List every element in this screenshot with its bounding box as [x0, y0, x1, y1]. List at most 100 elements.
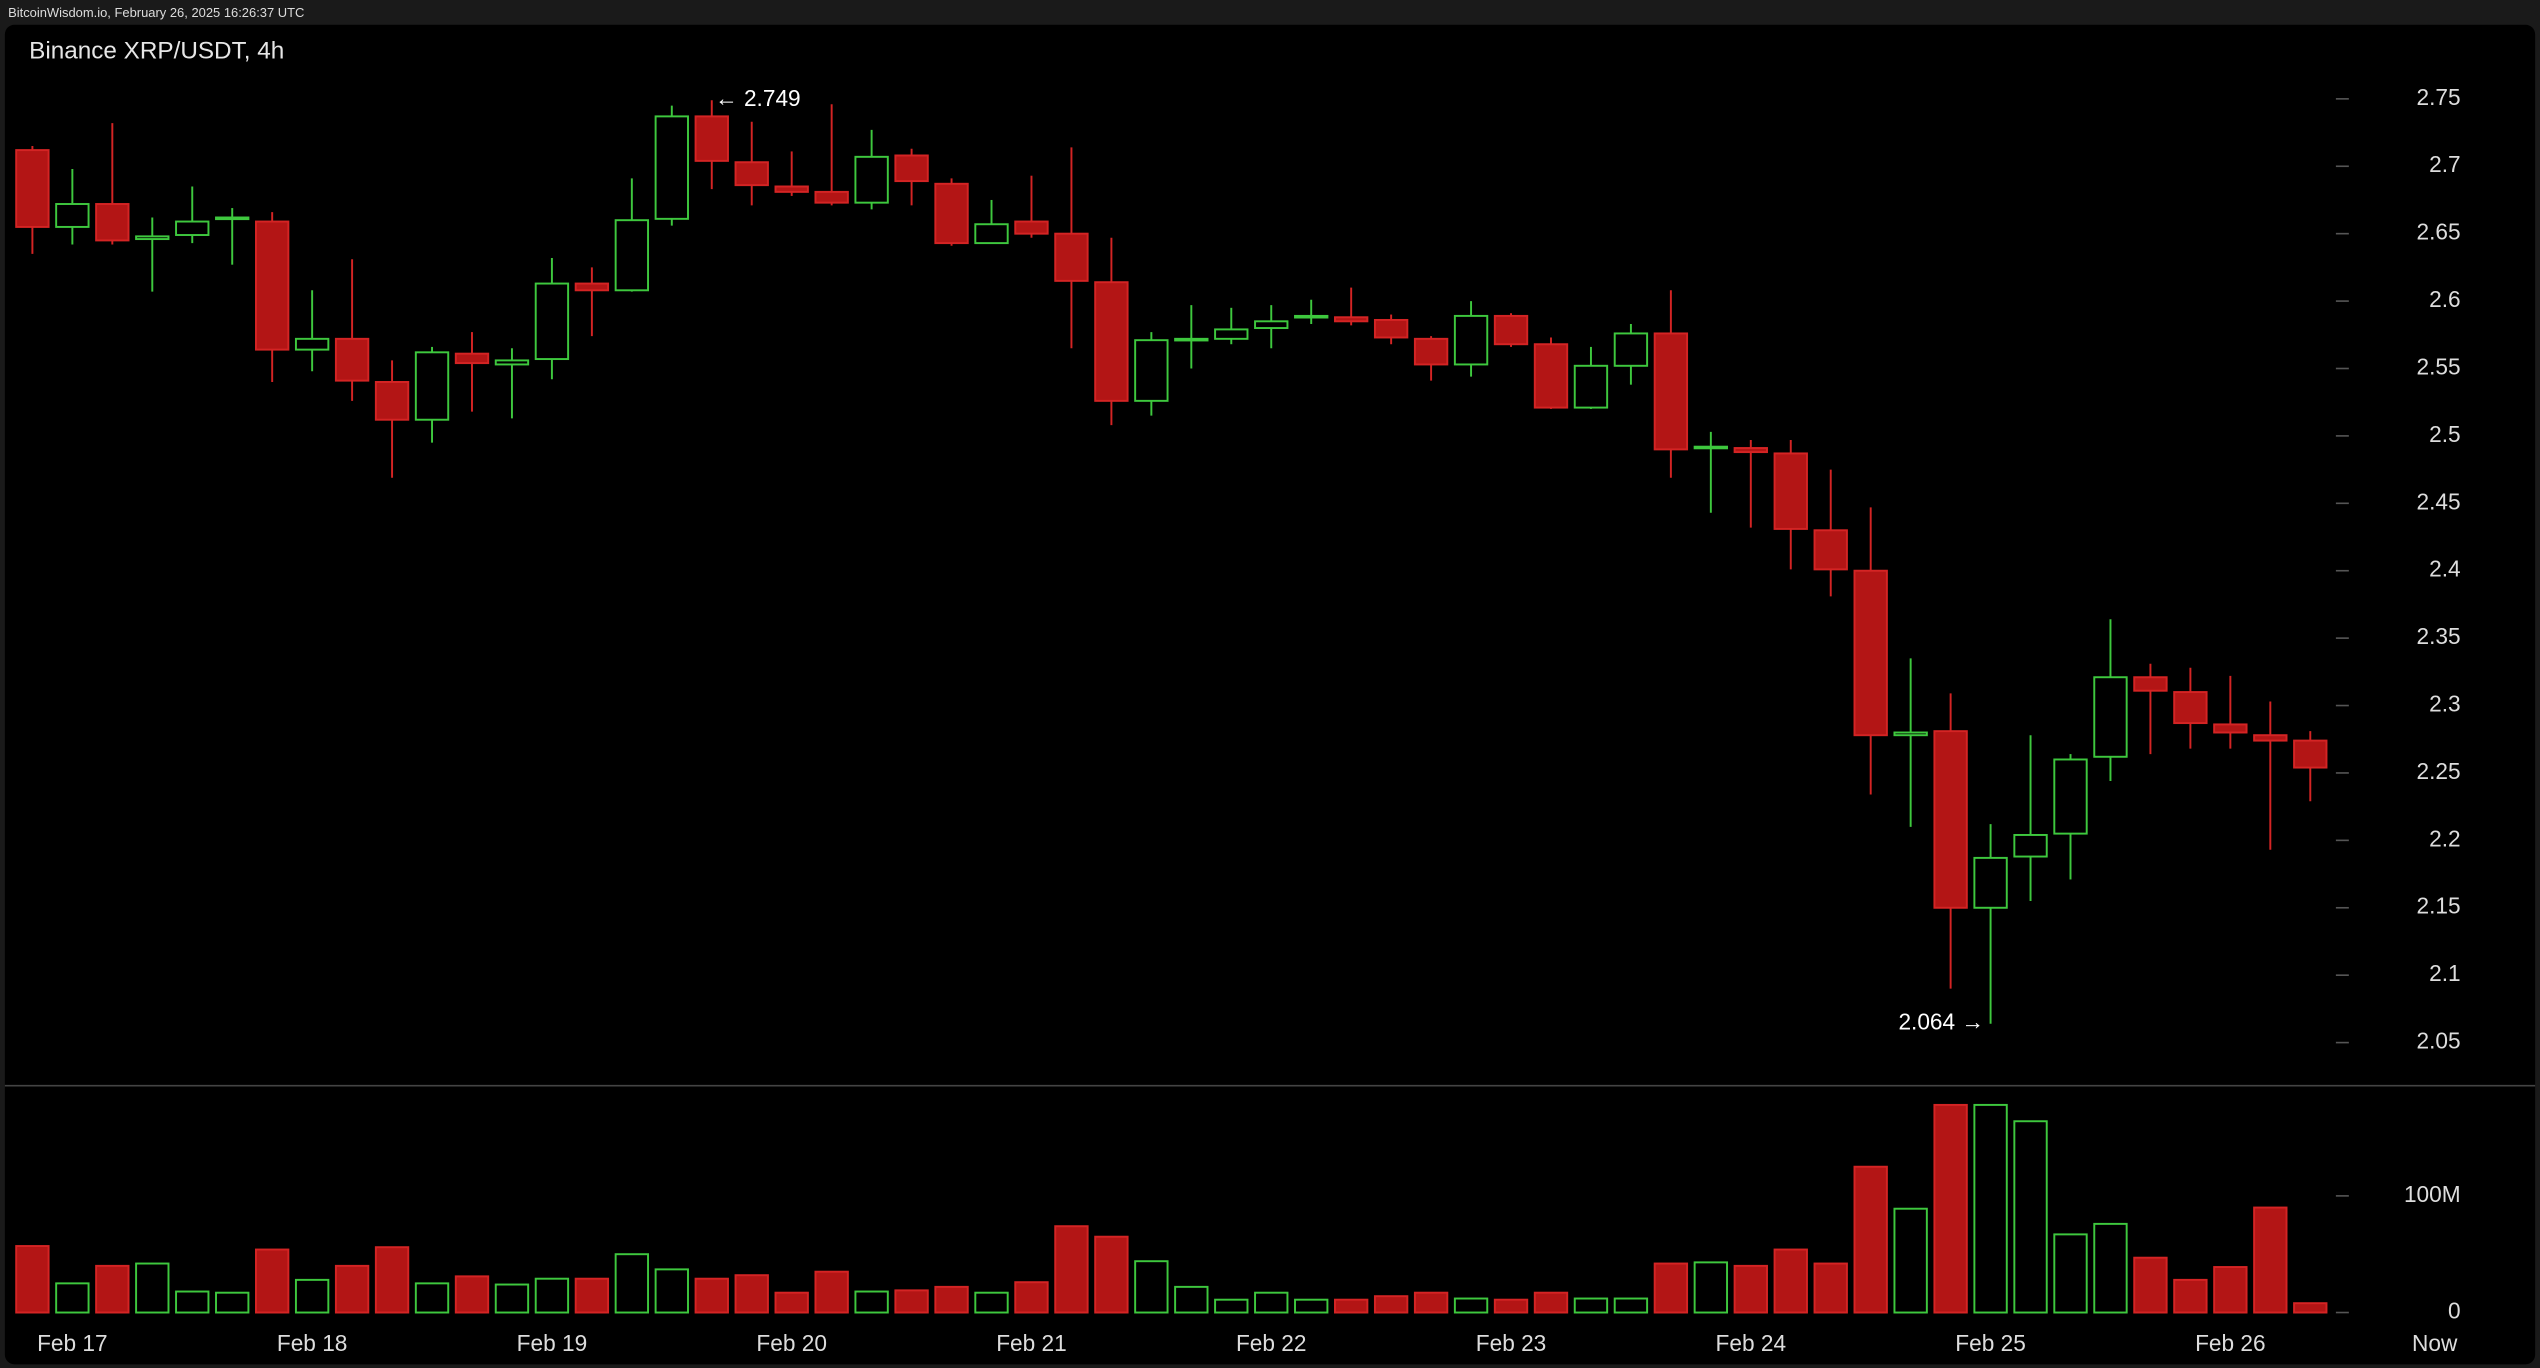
y-tick-label: 2.55 — [2417, 353, 2461, 379]
volume-bar — [1174, 1285, 1209, 1314]
candle-body — [1094, 281, 1129, 402]
x-tick-label: Feb 21 — [996, 1330, 1067, 1356]
volume-bar — [1294, 1298, 1329, 1314]
volume-bar — [894, 1289, 929, 1314]
candle-body — [374, 381, 410, 421]
candle-body — [894, 154, 929, 183]
candle-body — [255, 220, 290, 351]
candle-body — [1733, 447, 1768, 454]
volume-bar — [2133, 1256, 2168, 1314]
volume-bar — [534, 1277, 570, 1314]
volume-bar — [2213, 1266, 2248, 1314]
y-tick-label: 2.7 — [2429, 151, 2461, 177]
candle-body — [2213, 723, 2248, 734]
volume-bar — [734, 1274, 769, 1314]
volume-bar — [2173, 1278, 2208, 1314]
y-tick-label: 2.1 — [2429, 960, 2461, 986]
y-tick-label: 2.3 — [2429, 691, 2461, 717]
volume-bar — [2053, 1233, 2088, 1314]
y-tick-label: 2.75 — [2417, 84, 2461, 110]
candle-body — [1613, 332, 1649, 367]
volume-bar — [1573, 1297, 1609, 1314]
candle-body — [55, 203, 90, 228]
volume-bar — [654, 1268, 689, 1314]
volume-bar — [1094, 1235, 1129, 1314]
volume-bar — [694, 1277, 729, 1314]
volume-bar — [2013, 1120, 2048, 1314]
volume-bar — [1453, 1297, 1489, 1314]
candle-body — [1693, 445, 1729, 450]
volume-bar — [135, 1262, 170, 1314]
candle-body — [574, 282, 610, 292]
volume-bar — [1693, 1261, 1729, 1314]
x-tick-label: Feb 23 — [1476, 1330, 1547, 1356]
volume-bar — [1613, 1297, 1649, 1314]
volume-bar — [1893, 1207, 1928, 1314]
volume-bar — [175, 1290, 210, 1314]
x-tick-label: Feb 19 — [517, 1330, 588, 1356]
annotation-low: 2.064 → — [1898, 1009, 1984, 1035]
candle-body — [294, 337, 330, 351]
candle-body — [1334, 316, 1369, 323]
volume-bar — [55, 1282, 90, 1314]
candle-body — [1134, 339, 1169, 402]
volume-bar — [1853, 1165, 1888, 1314]
x-tick-label: Feb 22 — [1236, 1330, 1307, 1356]
volume-bar — [574, 1277, 610, 1314]
candle-body — [654, 115, 689, 220]
volume-bar — [414, 1282, 450, 1314]
y-tick-label: 2.2 — [2429, 825, 2461, 851]
candle-body — [1413, 337, 1449, 366]
x-tick-label: Feb 17 — [37, 1330, 108, 1356]
candle-body — [1294, 314, 1329, 319]
candle-body — [2133, 676, 2168, 692]
volume-bar — [1214, 1298, 1249, 1314]
candle-body — [1254, 320, 1289, 330]
candle-body — [175, 220, 210, 236]
x-tick-label: Feb 18 — [277, 1330, 348, 1356]
volume-bar — [294, 1278, 330, 1314]
candle-body — [1933, 730, 1968, 909]
y-tick-label: 2.15 — [2417, 893, 2461, 919]
volume-bar — [1014, 1281, 1049, 1314]
volume-bar — [2293, 1302, 2328, 1314]
candle-body — [694, 115, 729, 162]
y-tick-label: 2.25 — [2417, 758, 2461, 784]
volume-bar — [1773, 1248, 1808, 1314]
candle-body — [2093, 676, 2128, 758]
volume-bar — [494, 1283, 530, 1314]
candle-body — [1373, 318, 1409, 339]
volume-bar — [2253, 1206, 2288, 1314]
volume-bar — [1373, 1295, 1409, 1314]
candle-body — [1853, 569, 1888, 737]
candle-body — [494, 359, 530, 366]
annotation-high: ← 2.749 — [715, 85, 801, 111]
candle-body — [934, 182, 969, 245]
candle-body — [614, 219, 650, 292]
candle-body — [215, 216, 250, 221]
volume-bar — [1413, 1291, 1449, 1314]
candle-body — [1653, 332, 1689, 451]
volume-bar — [1254, 1291, 1289, 1314]
candle-body — [1533, 343, 1569, 409]
y2-tick-label: 100M — [2404, 1181, 2461, 1207]
x-tick-label: Feb 20 — [756, 1330, 827, 1356]
candle-body — [2173, 691, 2208, 725]
y-tick-label: 2.05 — [2417, 1028, 2461, 1054]
candle-body — [1214, 328, 1249, 340]
candle-body — [1773, 452, 1808, 530]
x-tick-label: Feb 24 — [1716, 1330, 1787, 1356]
volume-bar — [15, 1245, 50, 1314]
candle-body — [1014, 220, 1049, 235]
volume-bar — [854, 1290, 889, 1314]
chart-title: Binance XRP/USDT, 4h — [29, 38, 284, 65]
volume-bar — [974, 1291, 1009, 1314]
candle-body — [974, 223, 1009, 245]
candle-body — [1813, 529, 1848, 571]
candle-body — [135, 235, 170, 241]
candle-body — [2053, 758, 2088, 835]
candle-body — [1573, 364, 1609, 409]
chart-area — [4, 24, 2536, 1365]
volume-bar — [1813, 1262, 1848, 1314]
